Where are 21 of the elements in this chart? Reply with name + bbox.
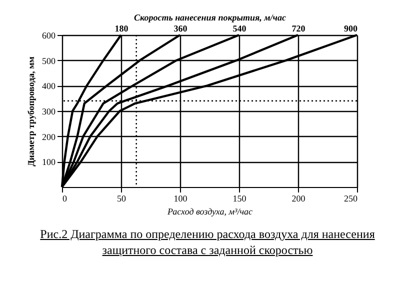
y-tick-label: 600 — [42, 30, 56, 40]
x-tick-label: 100 — [174, 194, 188, 204]
y-axis-title: Диаметр трубопровода, мм — [26, 56, 36, 166]
x-tick-label: 50 — [117, 194, 126, 204]
x-axis-title: Расход воздуха, м³/час — [166, 206, 252, 216]
y-tick-label: 400 — [42, 81, 56, 92]
x2-tick-label: 360 — [174, 24, 188, 34]
x-tick-label: 250 — [344, 194, 358, 204]
x2-tick-label: 900 — [344, 24, 358, 34]
y-tick-label: 100 — [42, 157, 56, 168]
y-tick-label: 200 — [42, 132, 56, 142]
x2-axis-title: Скорость нанесения покрытия, м/час — [134, 12, 286, 22]
y-tick-label: 500 — [42, 56, 56, 66]
text: Рис.2 Диаграмма по определению расхода воздуха для нанесения защитного состава с заданной скоростью — [39, 226, 376, 258]
x-tick-label: 150 — [232, 194, 247, 204]
x2-tick-label: 540 — [232, 24, 247, 34]
x2-tick-label: 180 — [114, 24, 129, 34]
x-tick-label: 0 — [62, 194, 68, 204]
x2-tick-label: 720 — [292, 24, 306, 34]
x-tick-label: 200 — [292, 194, 306, 204]
y-tick-label: 300 — [42, 106, 56, 116]
